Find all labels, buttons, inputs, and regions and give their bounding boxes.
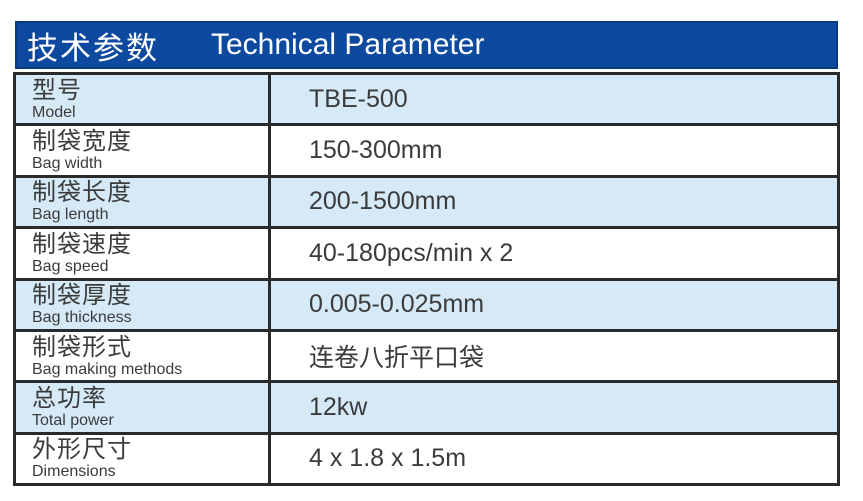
parameter-value: 4 x 1.8 x 1.5m xyxy=(309,444,467,473)
parameter-label-en: Bag making methods xyxy=(32,360,183,378)
header-title-en: Technical Parameter xyxy=(211,28,485,61)
parameter-value: 40-180pcs/min x 2 xyxy=(309,238,514,267)
parameter-label-en: Model xyxy=(32,103,76,121)
parameter-label-zh: 总功率 xyxy=(32,384,107,412)
parameter-value-cell: 200-1500mm xyxy=(271,178,837,226)
header-title-zh: 技术参数 xyxy=(27,30,159,66)
parameter-value-cell: 连卷八折平口袋 xyxy=(271,332,837,380)
table-row: 制袋厚度 Bag thickness 0.005-0.025mm xyxy=(16,280,837,332)
table-row: 外形尺寸 Dimensions 4 x 1.8 x 1.5m xyxy=(16,434,837,483)
parameter-value: 12kw xyxy=(309,392,368,421)
parameter-label-zh: 型号 xyxy=(32,76,82,104)
parameter-label-en: Bag length xyxy=(32,206,109,224)
parameter-value-cell: 0.005-0.025mm xyxy=(271,281,837,329)
parameter-label-zh: 外形尺寸 xyxy=(32,436,132,464)
parameter-label-cell: 制袋形式 Bag making methods xyxy=(16,331,271,381)
parameter-label-en: Bag width xyxy=(32,155,103,173)
parameter-label-zh: 制袋形式 xyxy=(32,333,132,361)
table-row: 总功率 Total power 12kw xyxy=(16,383,837,435)
parameter-label-cell: 型号 Model xyxy=(16,75,271,124)
table-row: 制袋速度 Bag speed 40-180pcs/min x 2 xyxy=(16,229,837,281)
parameter-value: 150-300mm xyxy=(309,136,443,165)
parameter-value: 200-1500mm xyxy=(309,187,457,216)
table-row: 制袋形式 Bag making methods 连卷八折平口袋 xyxy=(16,331,837,384)
parameter-label-cell: 制袋宽度 Bag width xyxy=(16,126,271,175)
parameter-label-cell: 制袋速度 Bag speed xyxy=(16,229,271,278)
parameter-table: 型号 Model TBE-500 制袋宽度 Bag width 150-300m… xyxy=(13,72,840,486)
table-row: 制袋长度 Bag length 200-1500mm xyxy=(16,177,837,230)
table-row: 制袋宽度 Bag width 150-300mm xyxy=(16,126,837,178)
parameter-value-cell: TBE-500 xyxy=(271,75,837,123)
parameter-label-en: Bag thickness xyxy=(32,309,132,327)
parameter-label-en: Dimensions xyxy=(32,463,116,481)
parameter-label-cell: 制袋厚度 Bag thickness xyxy=(16,280,271,329)
parameter-value-cell: 40-180pcs/min x 2 xyxy=(271,229,837,277)
parameter-label-zh: 制袋速度 xyxy=(32,230,132,258)
header-bar: 技术参数 Technical Parameter xyxy=(15,21,838,69)
parameter-label-cell: 总功率 Total power xyxy=(16,383,271,432)
parameter-label-cell: 制袋长度 Bag length xyxy=(16,177,271,227)
table-row: 型号 Model TBE-500 xyxy=(16,75,837,127)
parameter-value-cell: 4 x 1.8 x 1.5m xyxy=(271,435,837,483)
parameter-label-zh: 制袋长度 xyxy=(32,179,132,207)
parameter-label-zh: 制袋厚度 xyxy=(32,282,132,310)
parameter-value: 0.005-0.025mm xyxy=(309,290,485,319)
parameter-value: TBE-500 xyxy=(309,84,408,113)
parameter-value-cell: 12kw xyxy=(271,383,837,431)
parameter-label-en: Total power xyxy=(32,411,114,429)
parameter-value: 连卷八折平口袋 xyxy=(309,344,485,373)
parameter-label-zh: 制袋宽度 xyxy=(32,128,132,156)
parameter-value-cell: 150-300mm xyxy=(271,126,837,174)
parameter-label-en: Bag speed xyxy=(32,257,109,275)
parameter-label-cell: 外形尺寸 Dimensions xyxy=(16,434,271,483)
